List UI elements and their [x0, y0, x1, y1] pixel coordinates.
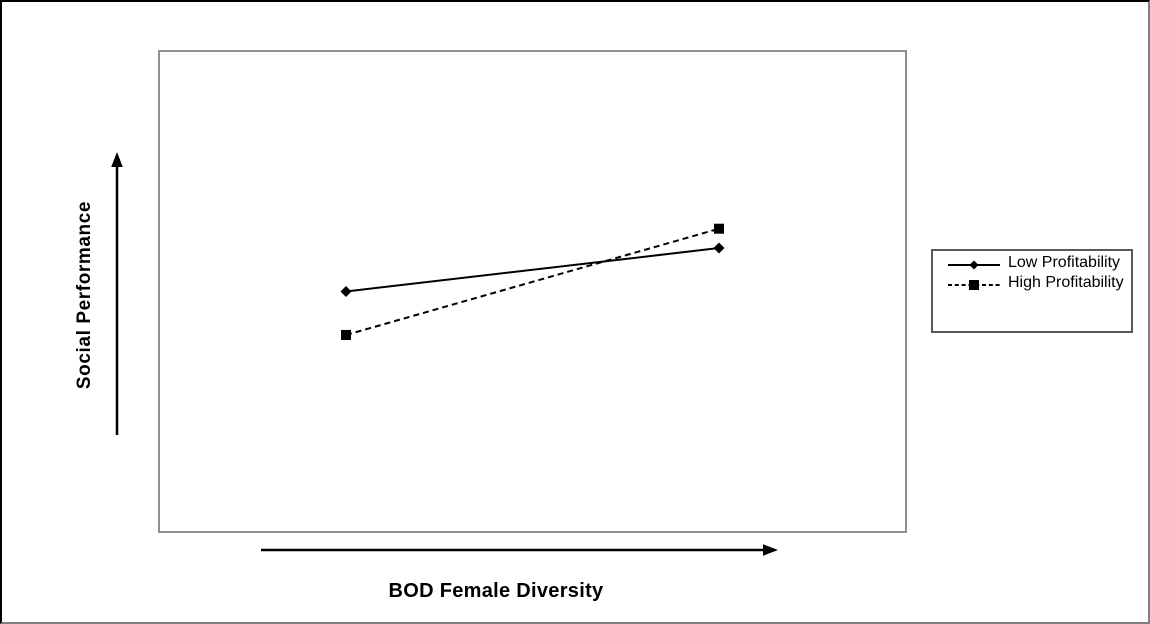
legend-label: Low Profitability: [1008, 254, 1121, 271]
dashed-line-square-sample-icon: [948, 280, 1000, 290]
x-axis-arrow: [261, 544, 778, 556]
legend-item: Low Profitability: [948, 253, 1131, 273]
square-marker-icon: [969, 280, 979, 290]
legend-label: High Profitability: [1008, 274, 1124, 291]
diamond-marker-icon: [969, 260, 979, 270]
legend-item: High Profitability: [948, 273, 1131, 293]
x-axis-label: BOD Female Diversity: [389, 580, 605, 602]
plot-area: [158, 50, 907, 533]
y-axis-label: Social Performance: [74, 201, 95, 389]
y-axis-arrow: [111, 152, 123, 435]
solid-line-diamond-sample-icon: [948, 260, 1000, 270]
legend-box: Low Profitability High Profitability: [931, 249, 1133, 333]
